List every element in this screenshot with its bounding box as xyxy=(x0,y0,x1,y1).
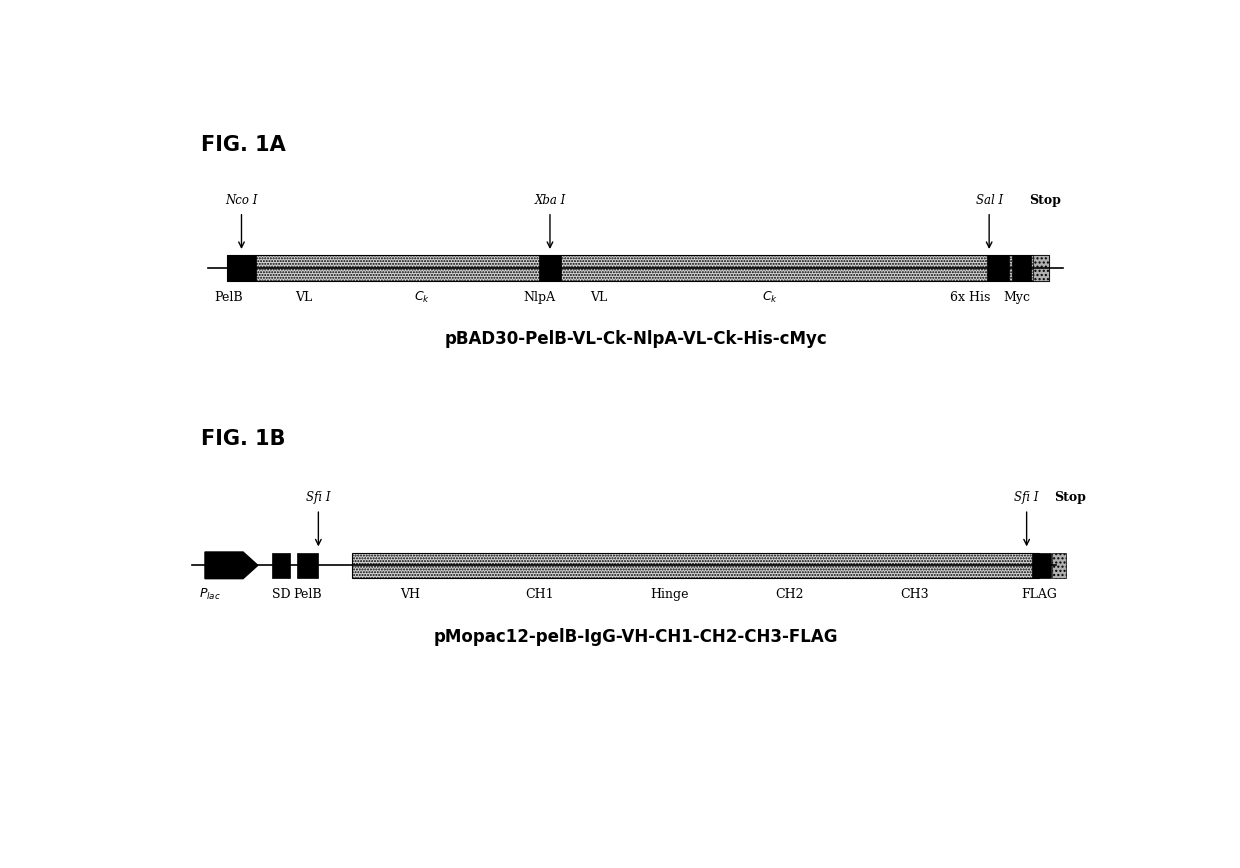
Text: Myc: Myc xyxy=(1003,291,1030,304)
Text: PelB: PelB xyxy=(215,291,243,304)
Bar xyxy=(352,553,1039,578)
Text: Xba I: Xba I xyxy=(534,194,565,207)
Text: VH: VH xyxy=(399,589,419,601)
Text: Sfi I: Sfi I xyxy=(1014,491,1039,504)
Text: CH1: CH1 xyxy=(525,589,554,601)
Bar xyxy=(1033,553,1050,578)
Text: Hinge: Hinge xyxy=(650,589,688,601)
Text: Stop: Stop xyxy=(1029,194,1061,207)
Text: 6x His: 6x His xyxy=(950,291,990,304)
Text: FIG. 1A: FIG. 1A xyxy=(201,135,286,155)
Text: VL: VL xyxy=(590,291,608,304)
Bar xyxy=(298,553,319,578)
Bar xyxy=(1033,255,1049,280)
Bar xyxy=(987,255,1009,280)
Bar xyxy=(1012,255,1032,280)
Text: $C_k$: $C_k$ xyxy=(414,290,430,305)
Bar xyxy=(227,255,255,280)
Bar xyxy=(539,255,560,280)
Text: Stop: Stop xyxy=(1054,491,1086,504)
Text: FIG. 1B: FIG. 1B xyxy=(201,429,285,449)
Text: Sfi I: Sfi I xyxy=(306,491,331,504)
Text: VL: VL xyxy=(295,291,312,304)
Text: CH2: CH2 xyxy=(775,589,804,601)
Text: Sal I: Sal I xyxy=(976,194,1003,207)
Text: SD: SD xyxy=(272,589,290,601)
Text: FLAG: FLAG xyxy=(1022,589,1056,601)
Text: $C_k$: $C_k$ xyxy=(763,290,777,305)
Text: pMopac12-pelB-IgG-VH-CH1-CH2-CH3-FLAG: pMopac12-pelB-IgG-VH-CH1-CH2-CH3-FLAG xyxy=(433,628,838,646)
Bar xyxy=(227,255,1049,280)
Text: CH3: CH3 xyxy=(900,589,929,601)
Text: Nco I: Nco I xyxy=(226,194,258,207)
Text: PelB: PelB xyxy=(294,589,322,601)
Text: $P_{lac}$: $P_{lac}$ xyxy=(198,587,221,602)
Text: NlpA: NlpA xyxy=(523,291,556,304)
Bar xyxy=(273,553,290,578)
Text: pBAD30-PelB-VL-Ck-NlpA-VL-Ck-His-cMyc: pBAD30-PelB-VL-Ck-NlpA-VL-Ck-His-cMyc xyxy=(444,330,827,348)
Bar xyxy=(1052,553,1066,578)
Polygon shape xyxy=(205,552,258,579)
